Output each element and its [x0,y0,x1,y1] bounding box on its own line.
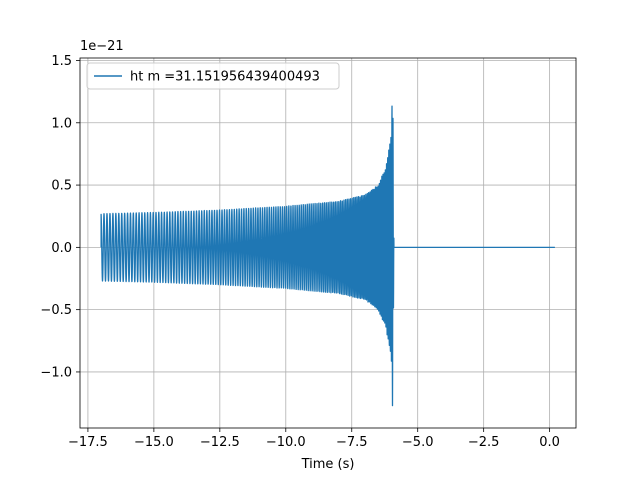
x-tick-label: −5.0 [402,435,434,450]
x-axis-ticks: −17.5 −15.0 −12.5 −10.0 −7.5 −5.0 −2.5 0.0 [68,428,560,450]
x-axis-label: Time (s) [301,457,355,472]
x-tick-label: −7.5 [336,435,368,450]
y-scale-offset-label: 1e−21 [80,39,124,54]
plot-frame [79,57,577,429]
y-axis-ticks: −1.0 −0.5 0.0 0.5 1.0 1.5 [40,54,80,380]
legend-label: ht m =31.151956439400493 [130,70,320,85]
y-tick-label: −0.5 [40,303,72,318]
y-tick-label: −1.0 [40,365,72,380]
y-tick-label: 1.5 [51,54,72,69]
y-tick-label: 1.0 [51,116,72,131]
x-tick-label: −2.5 [468,435,500,450]
x-tick-label: −15.0 [134,435,174,450]
legend: ht m =31.151956439400493 [86,62,340,90]
y-tick-label: 0.0 [51,241,72,256]
x-tick-label: −17.5 [68,435,108,450]
series-layer [100,105,555,407]
x-tick-label: 0.0 [539,435,560,450]
y-tick-label: 0.5 [51,179,72,194]
series-line [100,105,555,407]
legend-box [86,62,340,90]
x-tick-label: −10.0 [266,435,306,450]
x-tick-label: −12.5 [200,435,240,450]
